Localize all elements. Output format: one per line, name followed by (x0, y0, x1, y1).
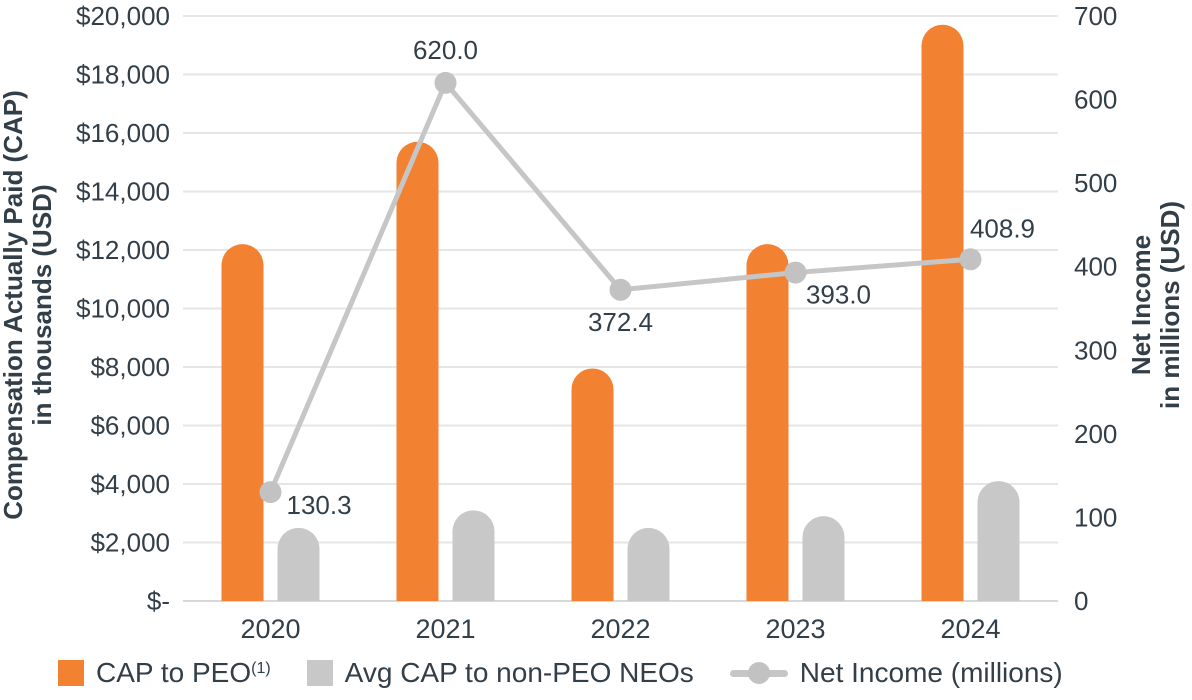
chart-legend: CAP to PEO(1) Avg CAP to non-PEO NEOs Ne… (58, 651, 1063, 695)
right-axis-tick: 300 (1074, 335, 1117, 365)
right-axis-tick: 700 (1074, 1, 1117, 31)
x-axis-label: 2020 (240, 614, 300, 644)
bar-avg-cap-non-peo-neos-2020 (277, 527, 320, 601)
bar-cap-peo-2020 (221, 244, 264, 601)
bar-cap-peo-2023 (746, 244, 789, 601)
net-income-value-label: 620.0 (413, 35, 478, 65)
legend-item-cap-peo: CAP to PEO(1) (58, 657, 271, 689)
avg-cap-swatch-icon (306, 660, 333, 686)
right-axis-tick: 600 (1074, 85, 1117, 115)
legend-label-avg-cap: Avg CAP to non-PEO NEOs (344, 657, 694, 688)
right-axis-title: Net Income (1126, 235, 1156, 375)
marker-net-income-2024 (959, 248, 982, 271)
net-income-value-label: 130.3 (287, 490, 352, 520)
x-axis-label: 2021 (415, 614, 475, 644)
legend-item-net-income: Net Income (millions) (729, 657, 1063, 689)
net-income-line-dot-icon (729, 660, 788, 686)
left-axis-tick: $14,000 (76, 177, 170, 207)
x-axis-label: 2022 (590, 614, 650, 644)
bar-cap-peo-2021 (396, 141, 439, 601)
net-income-value-label: 408.9 (970, 213, 1035, 243)
legend-superscript: (1) (251, 660, 271, 677)
bar-cap-peo-2022 (571, 368, 614, 601)
bar-avg-cap-non-peo-neos-2023 (802, 516, 845, 601)
left-axis-tick: $10,000 (76, 294, 170, 324)
left-axis-title: Compensation Actually Paid (CAP) (0, 90, 28, 520)
left-axis-tick: $20,000 (76, 1, 170, 31)
left-axis-tick: $8,000 (90, 352, 170, 382)
chart-plot-area: 130.3 620.0 372.4 393.0 408.9 $- $2,000 $4,000 $… (0, 1, 1185, 644)
left-axis-tick: $16,000 (76, 118, 170, 148)
right-axis-title-line2: in millions (USD) (1155, 201, 1185, 409)
x-axis-label: 2024 (940, 614, 1000, 644)
legend-item-avg-cap-non-peo-neos: Avg CAP to non-PEO NEOs (306, 657, 694, 689)
legend-label-cap-peo: CAP to PEO (96, 657, 252, 688)
bar-cap-peo-2024 (921, 24, 964, 601)
cap-peo-swatch-icon (58, 660, 84, 686)
marker-net-income-2020 (259, 481, 282, 504)
right-axis-tick: 500 (1074, 168, 1117, 198)
bar-avg-cap-non-peo-neos-2024 (977, 481, 1020, 601)
right-axis-tick: 200 (1074, 419, 1117, 449)
left-axis-title-line2: in thousands (USD) (27, 184, 57, 425)
right-axis-tick: 400 (1074, 252, 1117, 282)
marker-net-income-2022 (609, 278, 632, 301)
left-axis-tick: $2,000 (90, 528, 170, 558)
marker-net-income-2023 (784, 261, 807, 284)
net-income-value-label: 393.0 (806, 280, 871, 310)
legend-label-net-income: Net Income (millions) (799, 657, 1063, 688)
right-axis-tick: 0 (1074, 586, 1088, 616)
left-axis-tick: $6,000 (90, 411, 170, 441)
right-axis-tick: 100 (1074, 502, 1117, 532)
left-axis-tick: $4,000 (90, 469, 170, 499)
net-income-value-label: 372.4 (588, 307, 653, 337)
bar-avg-cap-non-peo-neos-2022 (627, 527, 670, 601)
bar-avg-cap-non-peo-neos-2021 (452, 510, 495, 601)
left-axis-tick: $12,000 (76, 235, 170, 265)
x-axis-label: 2023 (765, 614, 825, 644)
left-axis-tick: $- (147, 586, 170, 616)
marker-net-income-2021 (434, 71, 457, 94)
left-axis-tick: $18,000 (76, 60, 170, 90)
